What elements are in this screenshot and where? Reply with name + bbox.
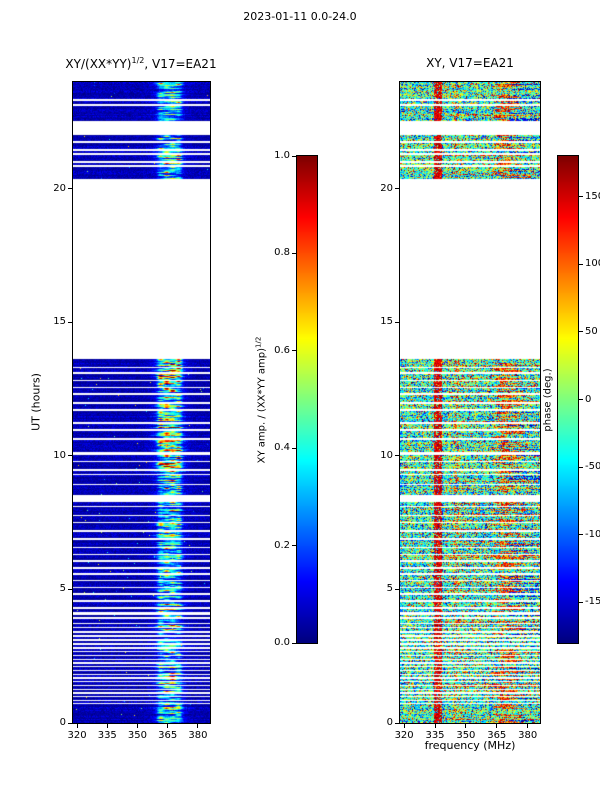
- phase-colorbar-tick-label: 0: [585, 393, 592, 405]
- amplitude-heatmap-canvas: [72, 81, 211, 724]
- amplitude-colorbar-tick-mark: [292, 642, 296, 644]
- y-tick-mark: [68, 321, 72, 323]
- x-tick-label: 380: [188, 730, 208, 741]
- y-tick-label: 5: [59, 583, 66, 595]
- y-tick-label: 0: [386, 717, 393, 728]
- x-tick-label: 320: [394, 730, 414, 741]
- x-tick-label: 320: [67, 730, 87, 741]
- figure-title: 2023-01-11 0.0-24.0: [243, 10, 357, 23]
- x-tick-label: 380: [518, 730, 538, 741]
- amplitude-colorbar-tick-mark: [292, 350, 296, 352]
- amplitude-colorbar-tick-label: 0.0: [274, 637, 290, 648]
- y-tick-label: 15: [380, 316, 393, 328]
- x-tick-mark: [434, 724, 436, 728]
- amplitude-colorbar-tick-label: 0.8: [274, 247, 290, 259]
- phase-colorbar-tick-label: 100: [585, 258, 600, 270]
- phase-colorbar-tick-label: -150: [585, 596, 600, 608]
- y-tick-mark: [68, 188, 72, 190]
- y-tick-mark: [395, 188, 399, 190]
- y-tick-mark: [395, 455, 399, 457]
- amplitude-colorbar-tick-mark: [292, 155, 296, 157]
- amplitude-colorbar-tick-label: 0.6: [274, 344, 290, 356]
- x-tick-mark: [465, 724, 467, 728]
- x-tick-label: 365: [487, 730, 507, 741]
- y-tick-mark: [395, 722, 399, 724]
- phase-colorbar-tick-mark: [579, 601, 583, 603]
- right-panel-title: XY, V17=EA21: [426, 56, 514, 70]
- phase-colorbar-tick-label: 50: [585, 325, 598, 337]
- left-panel-title-sup: 1/2: [131, 56, 145, 65]
- phase-colorbar-tick-mark: [579, 196, 583, 198]
- x-tick-mark: [76, 724, 78, 728]
- phase-colorbar-tick-mark: [579, 263, 583, 265]
- x-tick-mark: [106, 724, 108, 728]
- y-tick-mark: [68, 455, 72, 457]
- left-panel-title-pre: XY/(XX*YY): [65, 57, 132, 71]
- y-tick-mark: [395, 321, 399, 323]
- y-tick-mark: [395, 588, 399, 590]
- y-tick-label: 0: [59, 717, 66, 728]
- phase-heatmap-canvas: [399, 81, 541, 724]
- y-tick-mark: [68, 722, 72, 724]
- amplitude-colorbar-tick-mark: [292, 447, 296, 449]
- phase-colorbar-label: phase (deg.): [542, 368, 554, 432]
- amplitude-colorbar-tick-label: 0.4: [274, 442, 290, 454]
- amplitude-colorbar-tick-mark: [292, 252, 296, 254]
- y-tick-label: 20: [380, 182, 393, 194]
- y-tick-label: 10: [380, 449, 393, 461]
- x-axis-label: frequency (MHz): [424, 739, 516, 752]
- x-tick-label: 350: [127, 730, 148, 741]
- phase-colorbar-tick-mark: [579, 466, 583, 468]
- x-tick-mark: [403, 724, 405, 728]
- amplitude-colorbar-tick-label: 0.2: [274, 539, 290, 551]
- y-tick-label: 15: [53, 316, 66, 328]
- phase-colorbar-tick-label: -50: [585, 461, 600, 473]
- x-tick-label: 350: [456, 730, 476, 741]
- x-tick-label: 335: [97, 730, 117, 741]
- left-panel-title: XY/(XX*YY)1/2, V17=EA21: [65, 56, 216, 71]
- x-tick-label: 365: [158, 730, 178, 741]
- y-axis-label: UT (hours): [29, 373, 43, 431]
- y-tick-label: 5: [386, 583, 393, 595]
- x-tick-mark: [197, 724, 199, 728]
- x-tick-mark: [527, 724, 529, 728]
- x-tick-mark: [496, 724, 498, 728]
- amplitude-colorbar-canvas: [296, 155, 318, 644]
- left-panel-title-post: , V17=EA21: [144, 57, 217, 71]
- y-tick-mark: [68, 588, 72, 590]
- phase-colorbar-tick-mark: [579, 399, 583, 400]
- phase-colorbar-canvas: [557, 155, 579, 644]
- x-tick-label: 335: [425, 730, 445, 741]
- x-tick-mark: [167, 724, 169, 728]
- y-tick-label: 20: [53, 182, 66, 194]
- phase-colorbar-tick-label: -100: [585, 528, 600, 540]
- y-tick-label: 10: [53, 449, 66, 461]
- amplitude-colorbar-tick-label: 1.0: [274, 150, 290, 161]
- amplitude-colorbar-tick-mark: [292, 545, 296, 547]
- phase-colorbar-tick-label: 150: [585, 190, 600, 202]
- x-tick-mark: [136, 724, 138, 728]
- phase-colorbar-tick-mark: [579, 331, 583, 333]
- phase-colorbar-tick-mark: [579, 534, 583, 536]
